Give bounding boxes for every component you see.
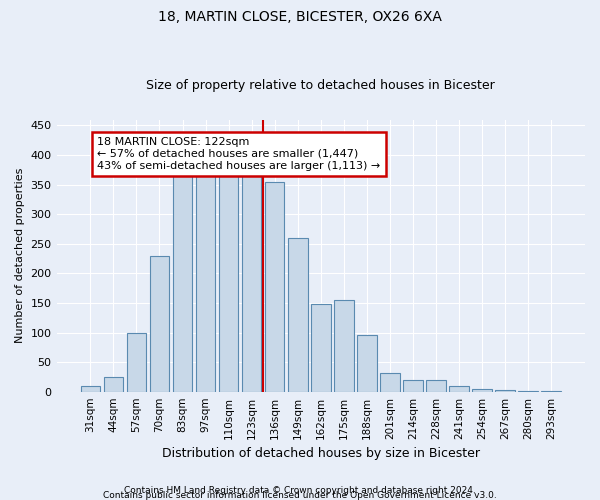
Y-axis label: Number of detached properties: Number of detached properties <box>15 168 25 344</box>
Bar <box>265 182 284 392</box>
Bar <box>449 386 469 392</box>
Bar <box>242 170 262 392</box>
Bar <box>496 390 515 392</box>
Text: 18, MARTIN CLOSE, BICESTER, OX26 6XA: 18, MARTIN CLOSE, BICESTER, OX26 6XA <box>158 10 442 24</box>
Bar <box>541 391 561 392</box>
Bar <box>357 336 377 392</box>
Text: Contains public sector information licensed under the Open Government Licence v3: Contains public sector information licen… <box>103 491 497 500</box>
Bar <box>403 380 423 392</box>
Text: 18 MARTIN CLOSE: 122sqm
← 57% of detached houses are smaller (1,447)
43% of semi: 18 MARTIN CLOSE: 122sqm ← 57% of detache… <box>97 138 380 170</box>
Bar <box>104 377 123 392</box>
Bar <box>426 380 446 392</box>
Bar <box>518 391 538 392</box>
Bar <box>196 173 215 392</box>
Bar <box>288 238 308 392</box>
Bar <box>173 176 193 392</box>
Text: Contains HM Land Registry data © Crown copyright and database right 2024.: Contains HM Land Registry data © Crown c… <box>124 486 476 495</box>
Bar <box>219 170 238 392</box>
Bar <box>80 386 100 392</box>
Bar <box>472 388 492 392</box>
Bar <box>311 304 331 392</box>
Title: Size of property relative to detached houses in Bicester: Size of property relative to detached ho… <box>146 79 495 92</box>
Bar <box>334 300 353 392</box>
X-axis label: Distribution of detached houses by size in Bicester: Distribution of detached houses by size … <box>162 447 480 460</box>
Bar <box>380 373 400 392</box>
Bar <box>127 332 146 392</box>
Bar <box>149 256 169 392</box>
